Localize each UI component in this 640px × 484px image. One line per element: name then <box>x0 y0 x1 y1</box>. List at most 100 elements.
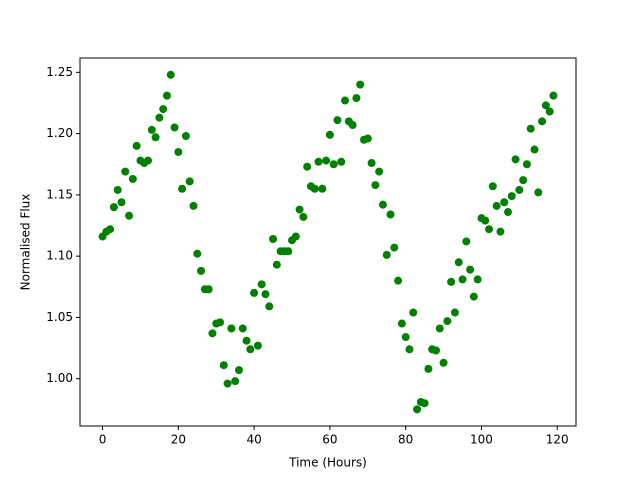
scatter-point <box>450 308 459 317</box>
scatter-point <box>386 210 395 219</box>
x-tick-label: 120 <box>546 433 569 447</box>
scatter-point <box>439 358 448 367</box>
scatter-point <box>549 91 558 100</box>
scatter-point <box>170 123 179 132</box>
scatter-point <box>121 167 130 176</box>
x-tick-label: 60 <box>322 433 337 447</box>
scatter-point <box>503 208 512 217</box>
y-tick-label: 1.00 <box>46 371 73 385</box>
scatter-point <box>132 141 141 150</box>
scatter-point <box>424 364 433 373</box>
scatter-point <box>325 130 334 139</box>
scatter-point <box>431 346 440 355</box>
scatter-point <box>151 133 160 142</box>
scatter-point <box>485 225 494 234</box>
scatter-point <box>310 184 319 193</box>
x-axis-label: Time (Hours) <box>288 456 367 470</box>
y-tick-label: 1.10 <box>46 249 73 263</box>
scatter-point <box>117 198 126 207</box>
scatter-point <box>356 80 365 89</box>
scatter-point <box>242 336 251 345</box>
y-tick-label: 1.05 <box>46 310 73 324</box>
scatter-point <box>159 105 168 114</box>
x-tick-label: 0 <box>99 433 107 447</box>
x-tick-label: 40 <box>246 433 261 447</box>
scatter-point <box>466 265 475 274</box>
scatter-point <box>125 211 134 220</box>
scatter-point <box>341 96 350 105</box>
scatter-point <box>447 277 456 286</box>
y-tick-label: 1.25 <box>46 65 73 79</box>
scatter-point <box>538 117 547 126</box>
scatter-point <box>272 260 281 269</box>
scatter-point <box>496 227 505 236</box>
scatter-point <box>174 147 183 156</box>
scatter-point <box>113 185 122 194</box>
scatter-point <box>155 113 164 122</box>
scatter-point <box>397 319 406 328</box>
scatter-point <box>420 399 429 408</box>
scatter-point <box>394 276 403 285</box>
scatter-point <box>253 341 262 350</box>
scatter-point <box>534 188 543 197</box>
scatter-point <box>185 177 194 186</box>
scatter-point <box>197 266 206 275</box>
scatter-point <box>375 167 384 176</box>
scatter-point <box>401 333 410 342</box>
scatter-point <box>223 379 232 388</box>
y-axis-label: Normalised Flux <box>19 194 33 291</box>
scatter-point <box>462 237 471 246</box>
scatter-point <box>299 212 308 221</box>
scatter-point <box>162 91 171 100</box>
scatter-point <box>458 275 467 284</box>
scatter-point <box>519 176 528 185</box>
scatter-point <box>193 249 202 258</box>
scatter-point <box>231 377 240 386</box>
scatter-point <box>303 162 312 171</box>
scatter-point <box>227 324 236 333</box>
scatter-point <box>507 192 516 201</box>
scatter-point <box>545 107 554 116</box>
scatter-point <box>541 101 550 110</box>
scatter-point <box>322 156 331 165</box>
scatter-point <box>333 116 342 125</box>
scatter-point <box>318 184 327 193</box>
scatter-point <box>106 225 115 234</box>
scatter-point <box>295 205 304 214</box>
scatter-point <box>178 184 187 193</box>
scatter-point <box>500 198 509 207</box>
scatter-point <box>238 324 247 333</box>
scatter-point <box>378 200 387 209</box>
scatter-point <box>208 329 217 338</box>
x-tick-label: 80 <box>398 433 413 447</box>
scatter-point <box>522 160 531 169</box>
scatter-point <box>352 94 361 103</box>
plot-frame <box>79 57 577 427</box>
scatter-point <box>261 290 270 299</box>
scatter-point <box>291 232 300 241</box>
scatter-point <box>147 125 156 134</box>
scatter-point <box>473 275 482 284</box>
scatter-point <box>216 318 225 327</box>
scatter-point <box>367 159 376 168</box>
scatter-point <box>269 234 278 243</box>
x-tick-label: 20 <box>171 433 186 447</box>
scatter-point <box>530 145 539 154</box>
scatter-point <box>515 185 524 194</box>
y-tick-label: 1.20 <box>46 126 73 140</box>
scatter-point <box>128 174 137 183</box>
scatter-point <box>337 157 346 166</box>
scatter-point <box>219 361 228 370</box>
x-tick-label: 100 <box>470 433 493 447</box>
scatter-point <box>250 288 259 297</box>
scatter-point <box>511 155 520 164</box>
scatter-point <box>435 324 444 333</box>
scatter-point <box>488 182 497 191</box>
scatter-point <box>246 345 255 354</box>
scatter-point <box>204 285 213 294</box>
scatter-point <box>382 250 391 259</box>
scatter-point <box>257 280 266 289</box>
scatter-point <box>526 124 535 133</box>
scatter-point <box>443 317 452 326</box>
